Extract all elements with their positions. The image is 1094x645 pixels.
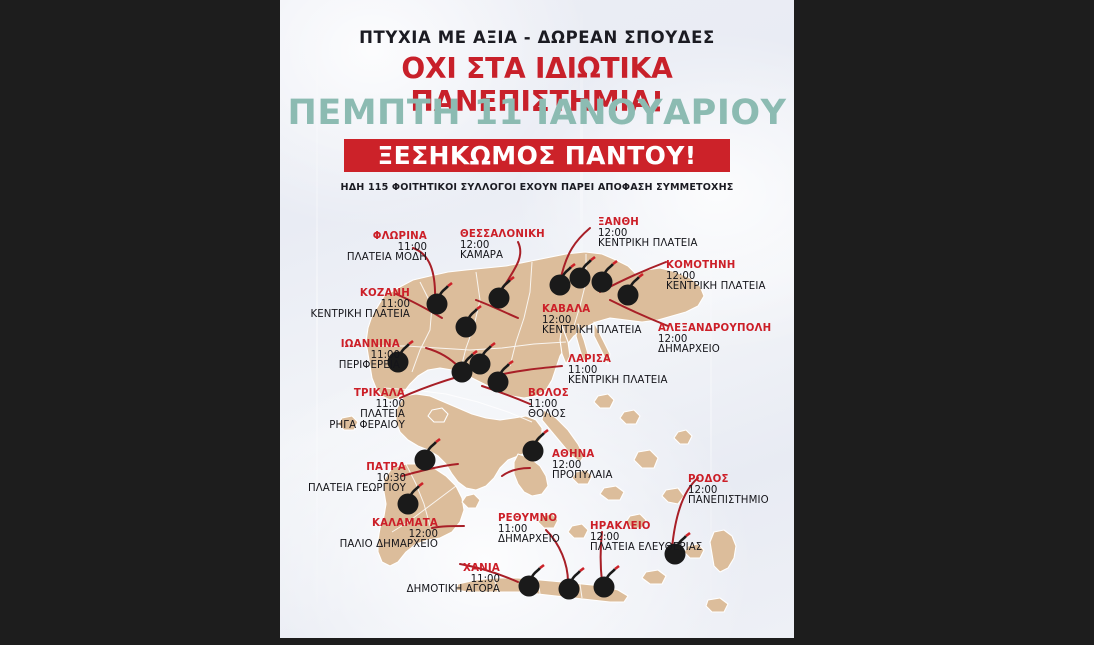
city-place: ΠΛΑΤΕΙΑ ΡΗΓΑ ΦΕΡΑΙΟΥ <box>329 409 405 431</box>
city-time: 12:00 <box>552 459 582 471</box>
city-name: ΙΩΑΝΝΙΝΑ <box>340 339 400 350</box>
city-label-trikala: ΤΡΙΚΑΛΑ 11:00 ΠΛΑΤΕΙΑ ΡΗΓΑ ΦΕΡΑΙΟΥ <box>280 388 405 431</box>
city-place: ΠΑΛΙΟ ΔΗΜΑΡΧΕΙΟ <box>339 539 438 550</box>
city-label-rodos: ΡΟΔΟΣ 12:00 ΠΑΝΕΠΙΣΤΗΜΙΟ <box>688 474 794 507</box>
poster-headline: ΟΧΙ ΣΤΑ ΙΔΙΩΤΙΚΑ ΠΑΝΕΠΙΣΤΗΜΙΑ! <box>401 52 673 118</box>
city-place: ΔΗΜΑΡΧΕΙΟ <box>658 344 720 355</box>
city-label-athina: ΑΘΗΝΑ 12:00 ΠΡΟΠΥΛΑΙΑ <box>552 449 672 482</box>
protest-poster: ΠΤΥΧΙΑ ΜΕ ΑΞΙΑ - ΔΩΡΕΑΝ ΣΠΟΥΔΕΣ ΟΧΙ ΣΤΑ … <box>280 0 794 638</box>
city-time: 12:00 <box>658 333 688 345</box>
city-time: 12:00 <box>460 239 490 251</box>
city-label-patra: ΠΑΤΡΑ 10:30 ΠΛΑΤΕΙΑ ΓΕΩΡΓΙΟΥ <box>280 462 406 495</box>
city-time: 12:00 <box>598 227 628 239</box>
city-place: ΠΑΝΕΠΙΣΤΗΜΙΟ <box>688 495 769 506</box>
city-time: 11:00 <box>568 364 598 376</box>
city-name: ΦΛΩΡΙΝΑ <box>372 231 427 242</box>
city-label-larisa: ΛΑΡΙΣΑ 11:00 ΚΕΝΤΡΙΚΗ ΠΛΑΤΕΙΑ <box>568 354 718 387</box>
city-name: ΠΑΤΡΑ <box>366 462 406 473</box>
city-place: ΚΕΝΤΡΙΚΗ ΠΛΑΤΕΙΑ <box>666 281 766 292</box>
city-label-florina: ΦΛΩΡΙΝΑ 11:00 ΠΛΑΤΕΙΑ ΜΟΔΗ <box>280 231 427 264</box>
city-time: 11:00 <box>498 523 528 535</box>
city-name: ΗΡΑΚΛΕΙΟ <box>590 521 651 532</box>
city-name: ΘΕΣΣΑΛΟΝΙΚΗ <box>460 229 545 240</box>
city-label-xanthi: ΞΑΝΘΗ 12:00 ΚΕΝΤΡΙΚΗ ΠΛΑΤΕΙΑ <box>598 217 758 250</box>
city-label-thessaloniki: ΘΕΣΣΑΛΟΝΙΚΗ 12:00 ΚΑΜΑΡΑ <box>460 229 610 262</box>
city-name: ΑΛΕΞΑΝΔΡΟΥΠΟΛΗ <box>658 323 772 334</box>
city-place: ΚΑΜΑΡΑ <box>460 250 504 261</box>
city-name: ΚΟΜΟΤΗΝΗ <box>666 260 736 271</box>
city-label-irakleio: ΗΡΑΚΛΕΙΟ 12:00 ΠΛΑΤΕΙΑ ΕΛΕΥΘΕΡΙΑΣ <box>590 521 750 554</box>
city-place: ΠΛΑΤΕΙΑ ΜΟΔΗ <box>346 252 427 263</box>
city-place: ΔΗΜΑΡΧΕΙΟ <box>498 534 560 545</box>
city-name: ΚΑΛΑΜΑΤΑ <box>371 518 438 529</box>
city-place: ΚΕΝΤΡΙΚΗ ΠΛΑΤΕΙΑ <box>568 375 668 386</box>
city-place: ΠΡΟΠΥΛΑΙΑ <box>552 470 613 481</box>
city-label-rethymno: ΡΕΘΥΜΝΟ 11:00 ΔΗΜΑΡΧΕΙΟ <box>498 513 618 546</box>
city-name: ΒΟΛΟΣ <box>528 388 569 399</box>
city-time: 12:00 <box>688 484 718 496</box>
city-name: ΡΟΔΟΣ <box>688 474 729 485</box>
city-place: ΚΕΝΤΡΙΚΗ ΠΛΑΤΕΙΑ <box>310 309 410 320</box>
city-label-komotini: ΚΟΜΟΤΗΝΗ 12:00 ΚΕΝΤΡΙΚΗ ΠΛΑΤΕΙΑ <box>666 260 794 293</box>
city-name: ΧΑΝΙΑ <box>463 563 500 574</box>
city-name: ΤΡΙΚΑΛΑ <box>353 388 405 399</box>
map-bomb-markers <box>387 255 691 600</box>
city-place: ΚΕΝΤΡΙΚΗ ΠΛΑΤΕΙΑ <box>542 325 642 336</box>
city-place: ΔΗΜΟΤΙΚΗ ΑΓΟΡΑ <box>406 584 500 595</box>
city-label-kozani: ΚΟΖΑΝΗ 11:00 ΚΕΝΤΡΙΚΗ ΠΛΑΤΕΙΑ <box>280 288 410 321</box>
city-time: 10:30 <box>376 472 406 484</box>
city-time: 11:00 <box>470 573 500 585</box>
city-name: ΛΑΡΙΣΑ <box>568 354 612 365</box>
city-time: 11:00 <box>397 241 427 253</box>
call-to-action-text: ΞΕΣΗΚΩΜΟΣ ΠΑΝΤΟΥ! <box>377 141 697 170</box>
city-time: 12:00 <box>590 531 620 543</box>
city-label-alexandroupoli: ΑΛΕΞΑΝΔΡΟΥΠΟΛΗ 12:00 ΔΗΜΑΡΧΕΙΟ <box>658 323 794 356</box>
city-label-ioannina: ΙΩΑΝΝΙΝΑ 11:00 ΠΕΡΙΦΕΡΕΙΑ <box>280 339 400 372</box>
city-place: ΠΛΑΤΕΙΑ ΕΛΕΥΘΕΡΙΑΣ <box>590 542 703 553</box>
greece-map <box>280 196 794 638</box>
city-name: ΚΟΖΑΝΗ <box>359 288 410 299</box>
city-name: ΞΑΝΘΗ <box>598 217 640 228</box>
city-time: 11:00 <box>375 398 405 410</box>
city-label-kavala: ΚΑΒΑΛΑ 12:00 ΚΕΝΤΡΙΚΗ ΠΛΑΤΕΙΑ <box>542 304 692 337</box>
city-name: ΡΕΘΥΜΝΟ <box>498 513 558 524</box>
city-label-chania: ΧΑΝΙΑ 11:00 ΔΗΜΟΤΙΚΗ ΑΓΟΡΑ <box>280 563 500 596</box>
poster-kicker: ΠΤΥΧΙΑ ΜΕ ΑΞΙΑ - ΔΩΡΕΑΝ ΣΠΟΥΔΕΣ <box>359 28 715 47</box>
city-time: 12:00 <box>542 314 572 326</box>
city-time: 11:00 <box>528 398 558 410</box>
poster-subline: ΗΔΗ 115 ΦΟΙΤΗΤΙΚΟΙ ΣΥΛΛΟΓΟΙ ΕΧΟΥΝ ΠΑΡΕΙ … <box>340 182 734 193</box>
city-place: ΘΟΛΟΣ <box>528 409 566 420</box>
call-to-action-banner: ΞΕΣΗΚΩΜΟΣ ΠΑΝΤΟΥ! <box>344 139 730 172</box>
city-time: 12:00 <box>408 528 438 540</box>
city-time: 11:00 <box>380 298 410 310</box>
city-place: ΚΕΝΤΡΙΚΗ ΠΛΑΤΕΙΑ <box>598 238 698 249</box>
city-label-volos: ΒΟΛΟΣ 11:00 ΘΟΛΟΣ <box>528 388 648 421</box>
city-name: ΑΘΗΝΑ <box>552 449 595 460</box>
city-name: ΚΑΒΑΛΑ <box>542 304 591 315</box>
city-place: ΠΕΡΙΦΕΡΕΙΑ <box>338 360 400 371</box>
city-place: ΠΛΑΤΕΙΑ ΓΕΩΡΓΙΟΥ <box>307 483 406 494</box>
poster-dateline: ΠΕΜΠΤΗ 11 ΙΑΝΟΥΑΡΙΟΥ <box>287 93 787 133</box>
city-label-kalamata: ΚΑΛΑΜΑΤΑ 12:00 ΠΑΛΙΟ ΔΗΜΑΡΧΕΙΟ <box>280 518 438 551</box>
city-time: 11:00 <box>370 349 400 361</box>
city-time: 12:00 <box>666 270 696 282</box>
